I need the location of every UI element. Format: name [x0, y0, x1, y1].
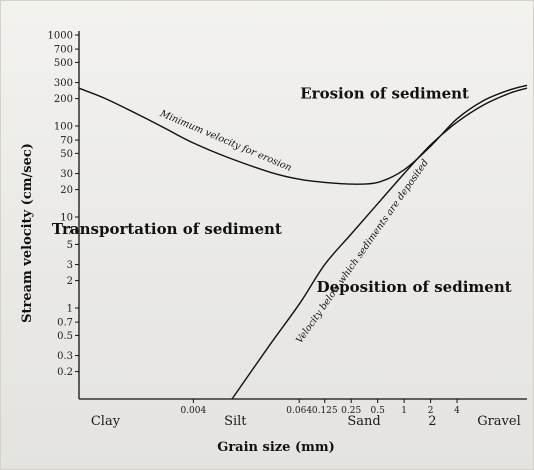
y-tick-label: 50: [60, 149, 73, 160]
x-axis-title: Grain size (mm): [217, 440, 335, 455]
y-tick-label: 300: [54, 78, 73, 89]
y-tick-label: 500: [54, 58, 73, 69]
y-tick-label: 7: [67, 227, 73, 238]
x-tick-label: Gravel: [477, 414, 521, 429]
x-tick-label: 0.5: [371, 406, 386, 416]
x-tick-label: Silt: [224, 414, 247, 429]
erosion-region-label: Erosion of sediment: [300, 85, 469, 103]
transportation-region-label: Transportation of sediment: [52, 220, 282, 238]
y-tick-label: 1000: [48, 31, 73, 42]
y-tick-label: 0.3: [57, 351, 73, 362]
y-tick-label: 100: [54, 122, 73, 133]
erosion-curve-label: Minimum velocity for erosion: [157, 108, 293, 174]
x-tick-label: 0.125: [312, 406, 338, 416]
x-tick-label: 1: [401, 406, 407, 416]
y-tick-label: 5: [67, 240, 73, 251]
y-tick-label: 2: [67, 276, 73, 287]
x-tick-label: Clay: [91, 414, 121, 429]
x-tick-label: Sand: [347, 414, 380, 429]
y-tick-label: 200: [54, 94, 73, 105]
deposition-curve: [231, 87, 528, 400]
y-tick-label: 70: [60, 136, 73, 147]
deposition-curve-label: Velocity below which sediments are depos…: [294, 158, 431, 346]
y-tick-label: 30: [60, 169, 73, 180]
deposition-region-label: Deposition of sediment: [317, 278, 512, 296]
y-tick-label: 0.5: [57, 331, 73, 342]
y-tick-label: 20: [60, 185, 73, 196]
y-tick-label: 10: [60, 213, 73, 224]
y-tick-label: 3: [67, 260, 73, 271]
plot-area: [78, 31, 527, 400]
y-tick-label: 700: [54, 45, 73, 56]
annotations-group: Erosion of sediment Transportation of sed…: [52, 85, 512, 296]
x-tick-label: 0.064: [286, 406, 312, 416]
y-axis-ticks: 1000 700 500 300 200 100 70 50 30 20 10 7 5 3 2 1 0.7 0.5…: [48, 31, 79, 378]
erosion-curve: [78, 84, 528, 185]
y-axis-title: Stream velocity (cm/sec): [20, 143, 35, 323]
x-tick-label: 4: [454, 406, 460, 416]
x-tick-label: 2: [428, 414, 436, 429]
x-tick-label: 2: [428, 406, 434, 416]
y-tick-label: 1: [67, 304, 73, 315]
y-tick-label: 0.7: [57, 318, 73, 329]
x-tick-label: 0.004: [180, 406, 206, 416]
y-tick-label: 0.2: [57, 367, 73, 378]
x-tick-label: 0.25: [341, 406, 361, 416]
